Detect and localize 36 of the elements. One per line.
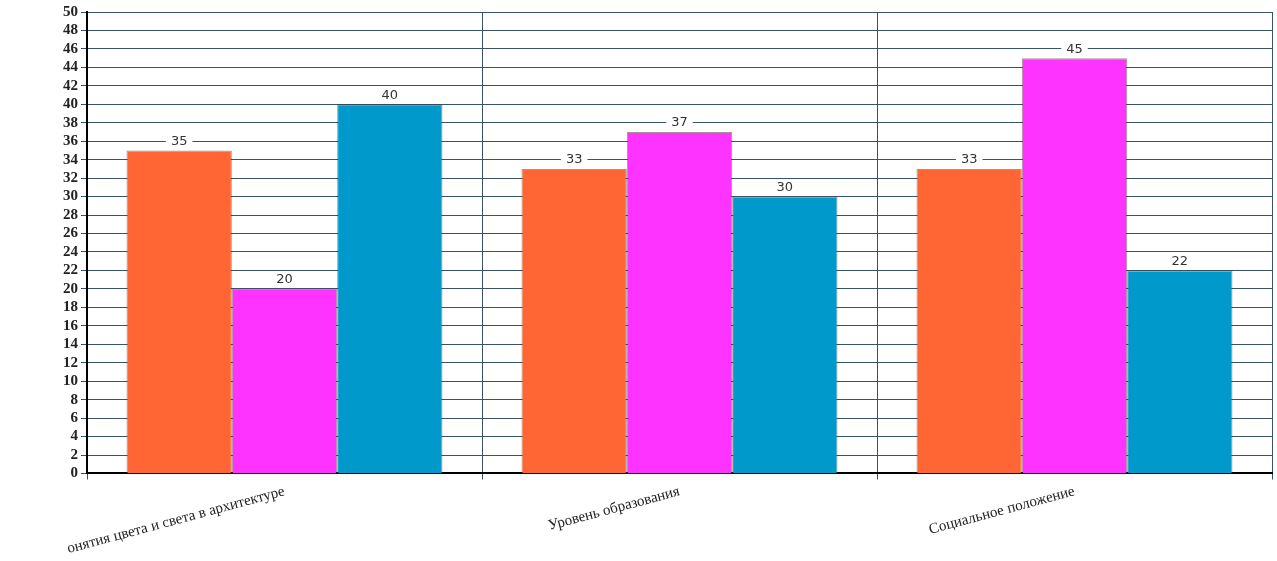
data-label: 45: [1066, 40, 1083, 56]
data-label: 22: [1171, 252, 1189, 268]
y-tick-label: 8: [70, 390, 78, 407]
y-tick-label: 30: [63, 187, 78, 204]
y-tick-label: 36: [63, 132, 79, 149]
y-tick-label: 40: [63, 95, 78, 112]
y-tick-label: 6: [70, 408, 79, 425]
data-label: 30: [776, 178, 794, 194]
data-label: 37: [671, 114, 688, 130]
y-tick-label: 0: [70, 464, 78, 481]
y-tick-label: 24: [63, 242, 79, 259]
y-tick-label: 32: [63, 169, 78, 186]
y-tick-label: 12: [63, 353, 78, 370]
y-tick-label: 34: [63, 150, 79, 167]
y-tick-label: 46: [63, 39, 79, 56]
x-tick-label: Социальное положение: [926, 482, 1077, 537]
y-tick-label: 42: [63, 76, 78, 93]
y-tick-label: 44: [63, 58, 79, 75]
y-tick-label: 4: [70, 427, 79, 444]
y-tick-label: 14: [63, 335, 79, 352]
y-tick-label: 18: [63, 298, 78, 315]
y-tick-label: 50: [63, 2, 78, 19]
data-label: 33: [960, 151, 978, 167]
data-label: 35: [170, 132, 188, 148]
y-tick-label: 26: [63, 224, 79, 241]
y-tick-label: 48: [63, 21, 78, 38]
y-tick-label: 20: [63, 279, 78, 296]
data-label: 20: [276, 271, 293, 287]
data-label: 40: [381, 86, 399, 102]
y-tick-label: 10: [63, 372, 78, 389]
y-tick-label: 2: [70, 445, 78, 462]
y-tick-label: 38: [63, 113, 78, 130]
y-tick-label: 16: [63, 316, 79, 333]
data-label: 33: [565, 151, 583, 167]
y-tick-label: 28: [63, 205, 78, 222]
y-tick-label: 22: [63, 261, 78, 278]
